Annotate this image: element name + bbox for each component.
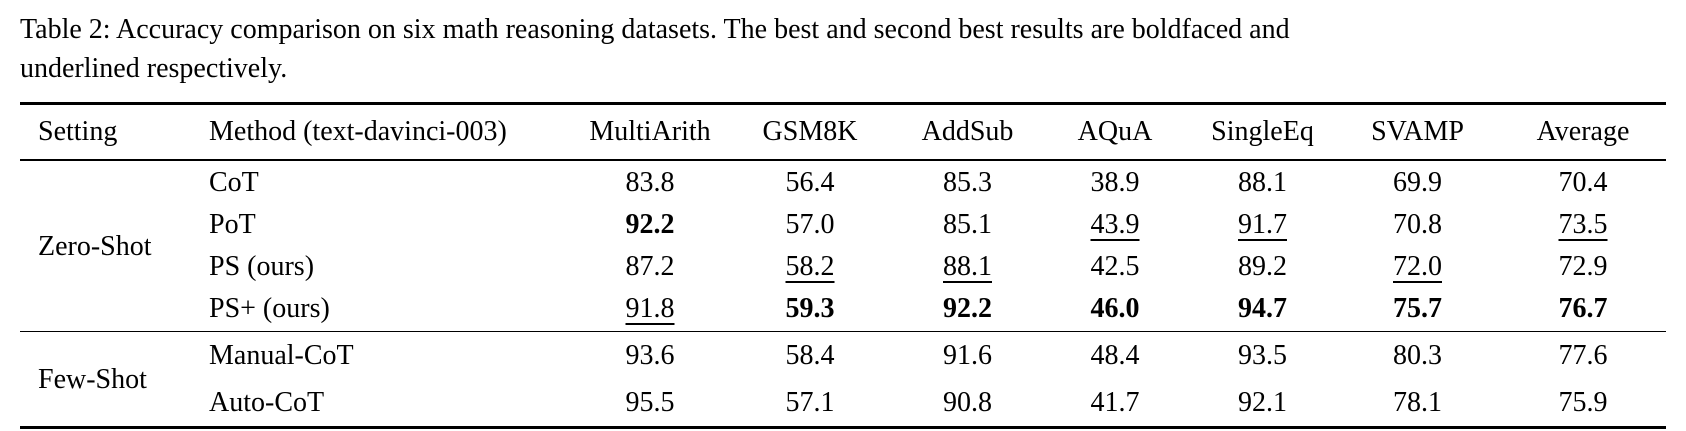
value-cell: 46.0	[1090, 293, 1140, 324]
value-cell: 95.5	[625, 387, 675, 418]
value-cell: 59.3	[785, 293, 835, 324]
value-cell: 72.0	[1393, 251, 1442, 282]
header-singleeq: SingleEq	[1211, 116, 1314, 147]
value-cell: 72.9	[1558, 251, 1608, 282]
method-cell: Auto-CoT	[209, 387, 325, 418]
method-cell: Manual-CoT	[209, 340, 354, 371]
header-aqua: AQuA	[1077, 116, 1153, 147]
header-gsm8k: GSM8K	[762, 116, 858, 147]
header-average: Average	[1536, 116, 1630, 147]
table-row: Zero-Shot CoT 83.8 56.4 85.3 38.9 88.1 69.9 70.4	[20, 160, 1666, 262]
value-cell: 77.6	[1558, 340, 1608, 371]
value-cell: 58.2	[785, 251, 835, 282]
value-cell: 58.4	[785, 340, 835, 371]
value-cell: 85.3	[943, 167, 992, 198]
table-row: PS (ours) 87.2 58.2 88.1 42.5 89.2 72.0 72.9	[20, 246, 1666, 288]
value-cell: 88.1	[1238, 167, 1287, 198]
value-cell: 92.2	[943, 293, 992, 324]
table-header: Setting Method (text-davinci-003) MultiA…	[20, 104, 1666, 160]
value-cell: 80.3	[1393, 340, 1442, 371]
value-cell: 70.4	[1558, 167, 1608, 198]
header-method: Method (text-davinci-003)	[209, 116, 507, 147]
method-cell: PS (ours)	[209, 251, 315, 282]
value-cell: 75.7	[1393, 293, 1442, 324]
value-cell: 73.5	[1558, 209, 1608, 240]
value-cell: 90.8	[943, 387, 992, 418]
caption-line-1: Table 2: Accuracy comparison on six math…	[20, 14, 1290, 45]
value-cell: 91.7	[1238, 209, 1287, 240]
value-cell: 93.6	[625, 340, 675, 371]
method-cell: PoT	[209, 209, 256, 240]
caption-line-2: underlined respectively.	[20, 53, 288, 84]
value-cell: 69.9	[1393, 167, 1442, 198]
table-section-zero-shot: Zero-Shot CoT 83.8 56.4 85.3 38.9 88.1 69.9 70.4…	[20, 160, 1666, 332]
value-cell: 88.1	[943, 251, 992, 282]
value-cell: 78.1	[1393, 387, 1442, 418]
table-caption: Table 2: Accuracy comparison on six math…	[20, 10, 1666, 88]
value-cell: 41.7	[1090, 387, 1140, 418]
value-cell: 91.8	[625, 293, 675, 324]
table-row: PoT 92.2 57.0 85.1 43.9 91.7 70.8 73.5	[20, 204, 1666, 246]
setting-cell: Few-Shot	[38, 363, 147, 395]
table-row: Auto-CoT 95.5 57.1 90.8 41.7 92.1 78.1 75.9	[20, 379, 1666, 428]
value-cell: 38.9	[1090, 167, 1140, 198]
header-addsub: AddSub	[921, 116, 1014, 147]
value-cell: 92.2	[625, 209, 675, 240]
method-cell: CoT	[209, 167, 259, 198]
value-cell: 75.9	[1558, 387, 1608, 418]
value-cell: 87.2	[625, 251, 675, 282]
header-multiarith: MultiArith	[589, 116, 711, 147]
value-cell: 93.5	[1238, 340, 1287, 371]
table-section-few-shot: Few-Shot Manual-CoT 93.6 58.4 91.6 48.4 93.5 80…	[20, 332, 1666, 428]
value-cell: 92.1	[1238, 387, 1287, 418]
header-setting: Setting	[38, 116, 118, 147]
value-cell: 89.2	[1238, 251, 1287, 282]
value-cell: 83.8	[625, 167, 675, 198]
header-svamp: SVAMP	[1371, 116, 1464, 147]
value-cell: 85.1	[943, 209, 992, 240]
table-row: Few-Shot Manual-CoT 93.6 58.4 91.6 48.4 93.5 80…	[20, 332, 1666, 395]
value-cell: 43.9	[1090, 209, 1140, 240]
value-cell: 57.1	[785, 387, 835, 418]
value-cell: 42.5	[1090, 251, 1140, 282]
value-cell: 91.6	[943, 340, 992, 371]
header-row: Setting Method (text-davinci-003) MultiA…	[20, 104, 1666, 160]
value-cell: 94.7	[1238, 293, 1287, 324]
results-table: Setting Method (text-davinci-003) MultiA…	[20, 102, 1666, 429]
setting-cell: Zero-Shot	[38, 230, 152, 262]
value-cell: 48.4	[1090, 340, 1140, 371]
value-cell: 57.0	[785, 209, 835, 240]
method-cell: PS+ (ours)	[209, 293, 330, 324]
value-cell: 56.4	[785, 167, 835, 198]
value-cell: 70.8	[1393, 209, 1442, 240]
value-cell: 76.7	[1558, 293, 1608, 324]
table-row: PS+ (ours) 91.8 59.3 92.2 46.0 94.7 75.7 76.7	[20, 288, 1666, 332]
